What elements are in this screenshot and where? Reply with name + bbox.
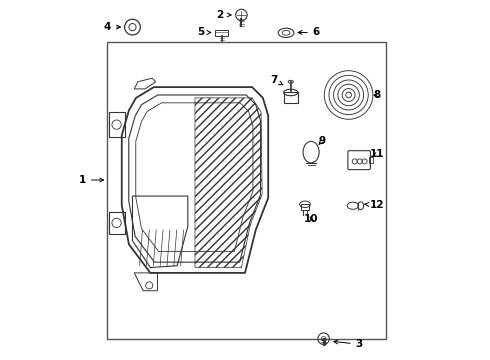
- Bar: [109, 112, 124, 137]
- Text: 5: 5: [196, 27, 211, 37]
- Text: 1: 1: [79, 175, 103, 185]
- Bar: [369, 157, 372, 163]
- Bar: [284, 93, 298, 103]
- Bar: [301, 204, 309, 210]
- Bar: [215, 30, 228, 36]
- Text: 8: 8: [373, 90, 381, 100]
- Text: 12: 12: [364, 200, 385, 210]
- Bar: [109, 212, 124, 234]
- Text: 9: 9: [318, 136, 325, 147]
- Text: 11: 11: [370, 149, 385, 159]
- Text: 2: 2: [217, 10, 231, 20]
- Bar: [107, 42, 386, 339]
- Text: 10: 10: [304, 214, 318, 224]
- Text: 7: 7: [270, 75, 283, 85]
- Text: 6: 6: [298, 27, 320, 37]
- Text: 3: 3: [334, 339, 363, 349]
- Text: 4: 4: [104, 22, 121, 32]
